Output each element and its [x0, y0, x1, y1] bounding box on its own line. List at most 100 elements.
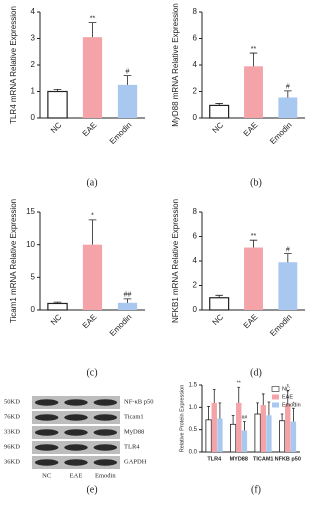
blot-band — [93, 444, 118, 451]
significance: ** — [251, 233, 257, 240]
error-bar — [267, 401, 271, 416]
bar — [209, 104, 230, 119]
significance: ## — [242, 415, 248, 421]
significance: # — [126, 68, 130, 75]
error-bar — [284, 90, 292, 98]
molecular-weight: 33KD — [4, 428, 20, 435]
y-tick-label: 1.5 — [189, 383, 198, 389]
protein-label: MyD88 — [124, 428, 144, 435]
legend-label: Emodin — [282, 402, 301, 408]
y-tick-label: 4 — [193, 256, 198, 265]
bar — [290, 421, 297, 452]
lane-label: EAE — [70, 472, 83, 479]
molecular-weight: 36KD — [4, 458, 20, 465]
y-tick-label: 1 — [31, 87, 36, 96]
x-tick-label: MYD88 — [230, 456, 248, 462]
molecular-weight: 96KD — [4, 443, 20, 450]
bar — [117, 84, 138, 118]
error-bar — [207, 406, 210, 420]
bar — [254, 413, 261, 453]
bar — [211, 402, 217, 452]
blot-band — [93, 414, 118, 421]
bar — [47, 302, 68, 311]
error-bar — [249, 52, 258, 67]
bar — [278, 420, 286, 453]
bar — [244, 66, 263, 118]
blot-band — [93, 459, 118, 466]
y-tick-label: 0.0 — [189, 450, 198, 456]
significance: # — [286, 84, 290, 91]
blot-band — [64, 429, 88, 436]
bar — [117, 302, 138, 310]
y-tick-label: 2 — [193, 87, 198, 96]
y-tick-label: 0 — [31, 113, 36, 122]
bar — [244, 247, 263, 310]
y-tick-label: 6 — [193, 232, 198, 241]
error-bar — [280, 413, 284, 421]
x-tick-label: Emodin — [268, 121, 294, 147]
blot-band — [64, 414, 88, 421]
bar — [82, 244, 103, 310]
bar — [278, 97, 298, 118]
x-tick-label: Emodin — [268, 313, 294, 339]
bar — [236, 402, 242, 452]
significance: * — [91, 213, 94, 220]
error-bar — [249, 239, 258, 248]
x-tick-label: NC — [49, 120, 64, 135]
molecular-weight: 50KD — [4, 398, 20, 405]
blot-band — [64, 459, 88, 466]
error-bar — [237, 386, 241, 403]
panel-label: (b) — [250, 177, 262, 188]
x-tick-label: EAE — [81, 313, 99, 331]
error-bar — [53, 88, 62, 92]
x-tick-label: NFKB p50 — [275, 456, 301, 462]
bar — [209, 297, 230, 311]
error-bar — [215, 294, 223, 298]
y-tick-label: 3 — [31, 34, 36, 43]
blot-band — [34, 444, 59, 451]
significance: ** — [251, 46, 257, 53]
error-bar — [53, 301, 62, 304]
bar — [47, 90, 68, 119]
error-bar — [212, 389, 216, 403]
y-tick-label: 2 — [31, 60, 36, 69]
y-tick-label: 0 — [193, 305, 198, 314]
bar — [266, 415, 272, 452]
panel-label: (d) — [250, 367, 262, 378]
molecular-weight: 76KD — [4, 413, 20, 420]
y-tick-label: 15 — [26, 207, 35, 216]
error-bar — [286, 390, 290, 405]
y-tick-label: 0 — [193, 113, 198, 122]
error-bar — [215, 103, 223, 106]
x-tick-label: NC — [211, 120, 226, 135]
significance: * — [292, 402, 294, 408]
x-tick-label: TICAM1 — [253, 456, 273, 462]
x-tick-label: Emodin — [108, 121, 134, 147]
legend-swatch — [272, 394, 279, 400]
bar — [229, 423, 237, 453]
significance: ** — [90, 15, 96, 22]
bar — [217, 418, 223, 452]
error-bar — [243, 421, 246, 431]
y-tick-label: 8 — [193, 7, 198, 16]
protein-label: Ticam1 — [124, 413, 144, 420]
error-bar — [218, 402, 222, 419]
blot-band — [34, 429, 59, 436]
protein-label: NF-κB p50 — [124, 398, 153, 405]
protein-label: GAPDH — [124, 458, 147, 465]
significance: # — [286, 246, 290, 253]
panel-label: (f) — [251, 484, 261, 495]
y-tick-label: 2 — [193, 281, 198, 290]
y-axis-label: MyD88 mRNA Relative Expression — [171, 3, 180, 127]
bar — [241, 430, 248, 452]
error-bar — [123, 298, 132, 303]
panel-label: (a) — [86, 177, 97, 188]
x-tick-label: EAE — [81, 121, 99, 139]
y-axis-label: Ticam1 mRNA Relative Expression — [9, 199, 18, 323]
lane-label: Emodin — [95, 472, 116, 479]
panel-label: (c) — [86, 367, 97, 378]
legend-label: EAE — [282, 394, 293, 400]
bar — [82, 37, 103, 118]
significance: * — [287, 384, 289, 390]
